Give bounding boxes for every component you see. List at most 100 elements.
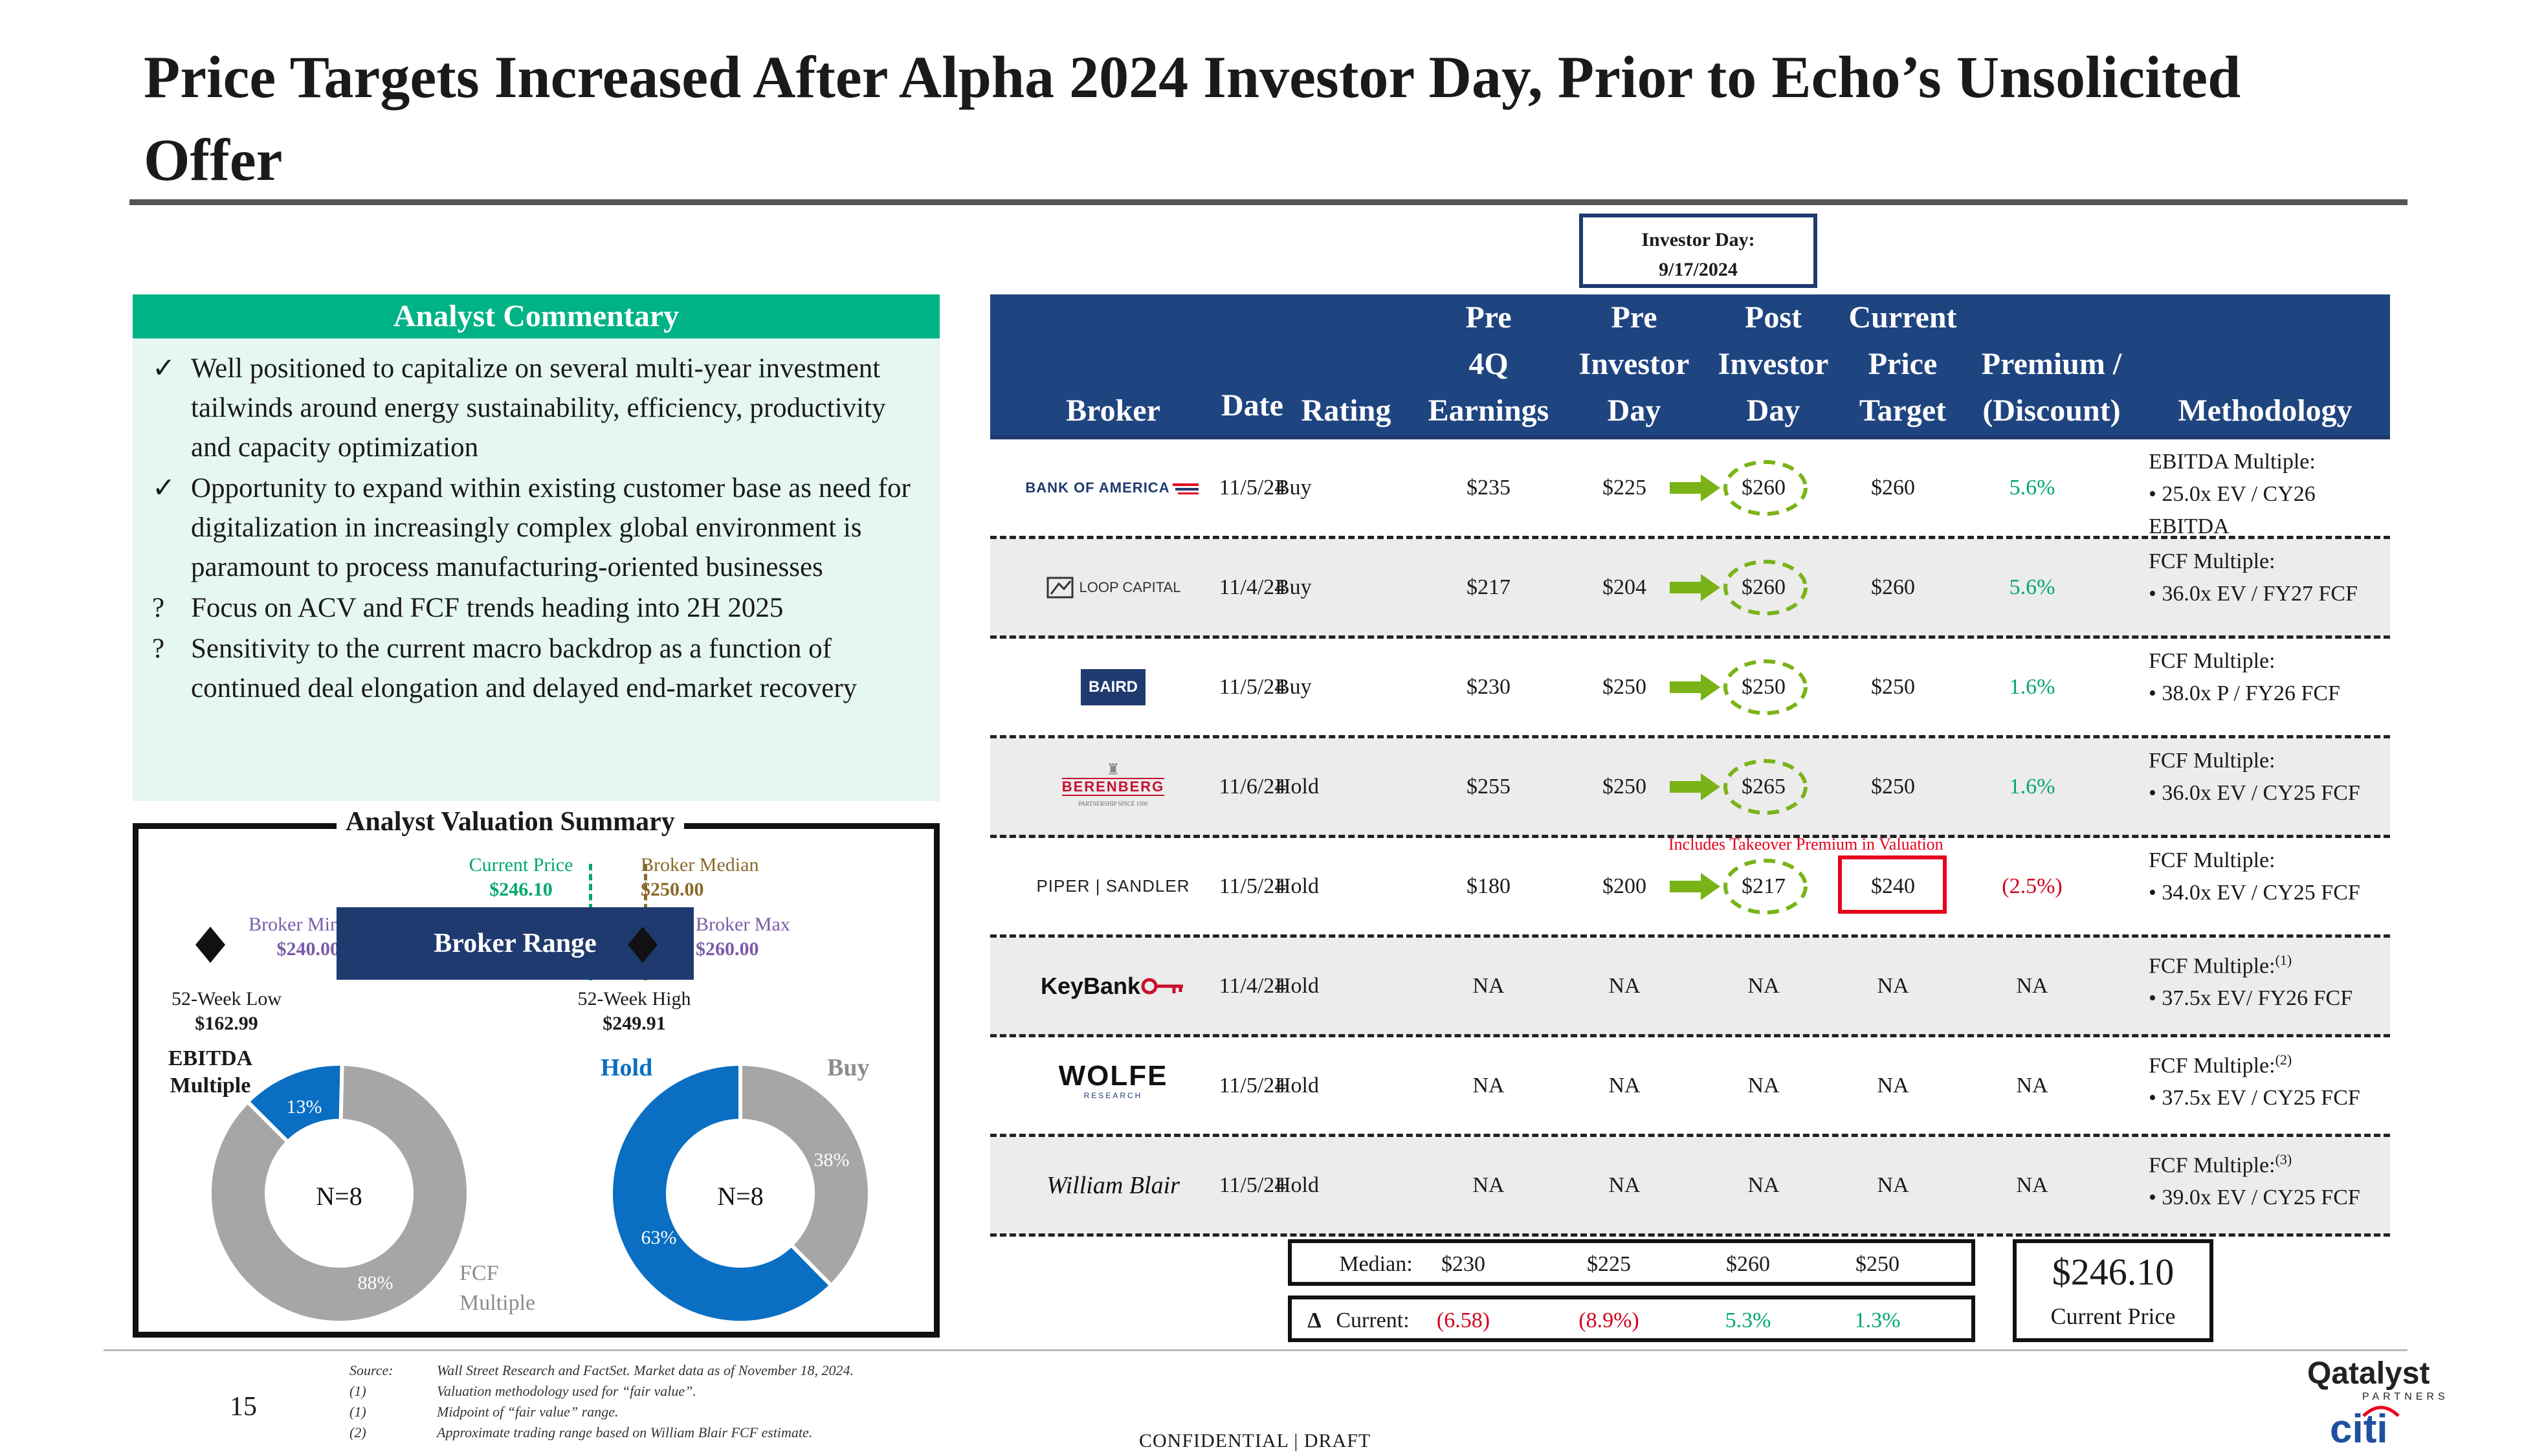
current-price-label: Current Price <box>469 854 573 876</box>
rating-cell: Buy <box>1275 476 1312 500</box>
post-investor-highlight-oval <box>1723 759 1808 815</box>
table-row: LOOP CAPITAL 11/4/24 Buy $217 $204 $260 $260 5.… <box>990 539 2390 639</box>
date-cell: 11/5/24 <box>1219 1074 1286 1098</box>
fcf-multiple-label: FCF Multiple <box>459 1259 535 1318</box>
rating-cell: Buy <box>1275 575 1312 599</box>
method-line3: EBITDA <box>2149 514 2230 538</box>
commentary-item: ? Sensitivity to the current macro backd… <box>152 629 914 708</box>
header-pre4q: Pre 4Q Earnings <box>1414 294 1563 434</box>
method-type: FCF Multiple: <box>2149 749 2275 773</box>
date-cell: 11/4/24 <box>1219 974 1286 998</box>
rating-cell: Hold <box>1275 775 1319 799</box>
loop-capital-icon <box>1046 577 1074 598</box>
week52-high-marker: 52-Week High $249.91 <box>563 987 705 1036</box>
week52-high-label: 52-Week High <box>577 988 691 1009</box>
wolfe-sub: RESEARCH <box>1083 1090 1143 1100</box>
pre-investor-cell: NA <box>1608 974 1641 998</box>
method-line1: FCF Multiple: <box>2149 645 2388 678</box>
current-target-cell: NA <box>1877 974 1909 998</box>
header-underline <box>990 436 2390 439</box>
broker-median-label: Broker Median <box>641 854 759 876</box>
week52-low-value: $162.99 <box>195 1013 258 1034</box>
median-pre4q: $230 <box>1441 1252 1485 1276</box>
method-line2: • 37.5x EV/ FY26 FCF <box>2149 986 2353 1011</box>
header-postinv-l3: Day <box>1746 393 1800 428</box>
premium-cell: 1.6% <box>2009 775 2055 799</box>
pre4q-cell: $217 <box>1467 575 1511 599</box>
week52-high-value: $249.91 <box>603 1013 666 1034</box>
post-investor-cell: $260 <box>1742 575 1786 599</box>
methodology-cell: FCF Multiple: • 36.0x EV / CY25 FCF <box>2149 745 2388 810</box>
broker-logo-cell: ♜ BERENBERG PARTNERSHIP SINCE 1590 <box>1016 738 1210 835</box>
current-target-cell: $250 <box>1871 675 1915 699</box>
header-curr-l2: Price <box>1868 347 1938 381</box>
header-postinv-l2: Investor <box>1718 347 1829 381</box>
method-type: FCF Multiple: <box>2149 549 2275 573</box>
header-curr-l1: Current <box>1848 300 1957 335</box>
pre4q-cell: $180 <box>1467 874 1511 898</box>
footer-divider <box>104 1349 2408 1351</box>
method-line1: EBITDA Multiple: <box>2149 446 2388 478</box>
week52-low-marker: 52-Week Low $162.99 <box>155 987 298 1036</box>
methodology-cell: FCF Multiple: • 38.0x P / FY26 FCF <box>2149 645 2388 710</box>
rating-cell: Hold <box>1275 1173 1319 1197</box>
week52-low-diamond-icon <box>195 927 225 963</box>
pre-investor-cell: $200 <box>1602 874 1646 898</box>
method-line1: FCF Multiple:(2) <box>2149 1044 2388 1082</box>
post-investor-highlight-oval <box>1723 460 1808 516</box>
rating-cell: Hold <box>1275 974 1319 998</box>
post-investor-highlight-oval <box>1723 659 1808 715</box>
baird-logo: BAIRD <box>1081 668 1146 705</box>
method-line2: • 38.0x P / FY26 FCF <box>2149 681 2340 705</box>
median-row: Median: $230 $225 $260 $250 <box>1288 1239 1975 1286</box>
donut-slice-hold <box>609 1061 834 1325</box>
header-preinv-l3: Day <box>1607 393 1661 428</box>
piper-target-highlight-box <box>1838 855 1947 914</box>
broker-logo-cell: WOLFE RESEARCH <box>1016 1037 1210 1134</box>
broker-median-value: $250.00 <box>641 879 704 900</box>
commentary-item: ✓ Opportunity to expand within existing … <box>152 469 914 587</box>
commentary-text: Focus on ACV and FCF trends heading into… <box>191 593 784 623</box>
broker-max-marker: Broker Max $260.00 <box>696 912 819 962</box>
broker-table-header: Broker Date Rating Pre 4Q Earnings Pre I… <box>990 294 2390 436</box>
broker-logo-cell: William Blair <box>1016 1137 1210 1233</box>
header-curr-l3: Target <box>1859 393 1947 428</box>
header-preinv-l1: Pre <box>1611 300 1657 335</box>
pre4q-cell: $255 <box>1467 775 1511 799</box>
valuation-summary-heading: Analyst Valuation Summary <box>337 806 684 837</box>
rating-cell: Hold <box>1275 1074 1319 1098</box>
citi-logo: citi <box>2330 1407 2388 1451</box>
header-date: Date <box>1221 388 1283 423</box>
date-cell: 11/5/24 <box>1219 874 1286 898</box>
broker-logo-cell: PIPER | SANDLER <box>1016 838 1210 934</box>
citi-arc-icon <box>2362 1406 2400 1417</box>
pre-investor-cell: NA <box>1608 1074 1641 1098</box>
method-line1: FCF Multiple:(1) <box>2149 944 2388 982</box>
premium-cell: NA <box>2016 1173 2048 1197</box>
header-prem-l1: Premium / <box>1981 347 2122 381</box>
rating-cell: Buy <box>1275 675 1312 699</box>
methodology-cell: FCF Multiple:(3) • 39.0x EV / CY25 FCF <box>2149 1143 2388 1214</box>
week52-high-diamond-icon <box>628 927 658 963</box>
investor-day-callout: Investor Day: 9/17/2024 <box>1579 214 1817 288</box>
commentary-item: ? Focus on ACV and FCF trends heading in… <box>152 588 914 628</box>
table-row: BAIRD 11/5/24 Buy $230 $250 $250 $250 1.6% FCF M… <box>990 639 2390 738</box>
current-target-cell: NA <box>1877 1173 1909 1197</box>
method-type: FCF Multiple: <box>2149 848 2275 872</box>
method-type: FCF Multiple: <box>2149 954 2275 978</box>
premium-cell: 5.6% <box>2009 575 2055 599</box>
methodology-cell: FCF Multiple: • 34.0x EV / CY25 FCF <box>2149 844 2388 909</box>
page-title: Price Targets Increased After Alpha 2024… <box>144 44 2241 193</box>
header-preinv-l2: Investor <box>1578 347 1690 381</box>
source-key: (1) <box>349 1383 366 1399</box>
delta-pre4q: (6.58) <box>1436 1308 1490 1332</box>
pre-investor-cell: $225 <box>1602 476 1646 500</box>
qatalyst-logo: Qatalyst <box>2307 1356 2430 1391</box>
broker-min-label: Broker Min <box>249 914 340 935</box>
method-line1: FCF Multiple: <box>2149 745 2388 777</box>
header-current-target: Current Price Target <box>1838 294 1967 434</box>
method-line1: FCF Multiple: <box>2149 546 2388 578</box>
method-line1: FCF Multiple:(3) <box>2149 1143 2388 1182</box>
method-line2: • 36.0x EV / CY25 FCF <box>2149 781 2360 805</box>
date-cell: 11/5/24 <box>1219 675 1286 699</box>
